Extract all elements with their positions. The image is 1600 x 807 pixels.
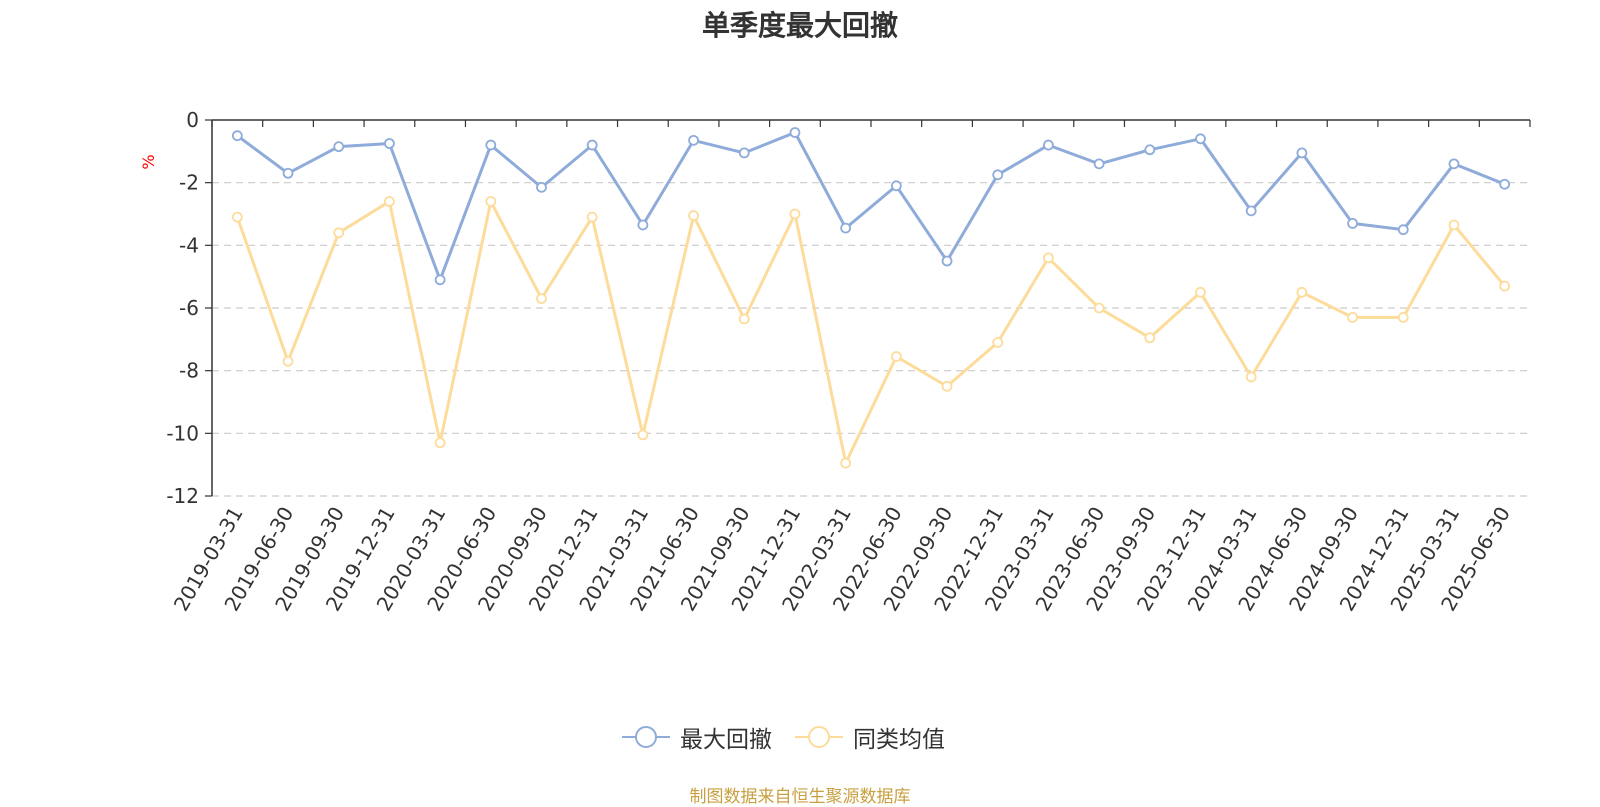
y-axis-unit-label: % [139, 154, 158, 169]
series-2-point [890, 351, 902, 362]
y-tick-label: 0 [186, 108, 199, 132]
y-tick-label: -12 [166, 484, 199, 508]
series-2-point [1245, 371, 1257, 383]
series-1-point [1093, 158, 1105, 170]
series-1-point [434, 274, 446, 286]
series-1-point [384, 138, 395, 149]
y-tick-label: -6 [179, 296, 199, 320]
y-tick-label: -10 [166, 421, 199, 445]
series-1-point [941, 255, 953, 267]
series-1-point [282, 167, 294, 179]
series-2-point [1448, 219, 1460, 231]
series-2-point [282, 355, 294, 367]
grid-lines [212, 182, 1530, 497]
chart-title: 单季度最大回撤 [701, 9, 898, 42]
series-2-point [1195, 286, 1206, 298]
series-2-point [1144, 332, 1156, 344]
y-tick-label: -8 [179, 359, 199, 383]
series-1-point [890, 180, 902, 192]
series-1-point [1043, 139, 1054, 151]
series-1-point [1397, 224, 1409, 236]
series-2-point [1499, 280, 1511, 292]
series-2-point [333, 227, 345, 239]
series-line-2 [235, 200, 1506, 465]
series-2-point [688, 210, 699, 221]
series-line-1 [236, 131, 1506, 282]
legend-line-circle-icon [795, 725, 843, 749]
series-2-point [1347, 311, 1358, 323]
legend-label: 同类均值 [853, 727, 945, 753]
axes [205, 119, 1531, 497]
series-2-point [738, 313, 750, 325]
series-1-point [637, 219, 649, 231]
x-tick-labels: 2019-03-312019-06-302019-09-302019-12-31… [169, 502, 1515, 615]
legend-item-series-2[interactable]: 同类均值 [795, 722, 945, 753]
legend-item-series-1[interactable]: 最大回撤 [622, 722, 772, 753]
series-1-point [1448, 158, 1460, 170]
series-1-point [231, 130, 243, 142]
series-1-point [1347, 217, 1358, 229]
series-2-point [434, 437, 446, 449]
series-1-point [1296, 147, 1308, 159]
series-1-point [992, 169, 1004, 181]
series-2-point [1093, 302, 1105, 314]
series-1-point [738, 147, 750, 159]
series-2-point [586, 211, 598, 223]
series-2-point [536, 293, 547, 305]
series-2-point [789, 208, 801, 220]
series-2-point [941, 380, 953, 392]
series-1-point [586, 139, 598, 151]
series-2-point [1296, 286, 1308, 298]
series-1-point [333, 141, 345, 153]
series-2-point [637, 429, 649, 441]
series-1-point [1499, 178, 1511, 190]
series-1-point [1245, 205, 1257, 217]
series-1-point [789, 127, 801, 138]
source-note: 制图数据来自恒生聚源数据库 [689, 787, 911, 807]
series-2-point [231, 211, 243, 223]
series-2-point [840, 457, 852, 469]
series-2-point [1043, 252, 1054, 264]
series-1-point [1144, 144, 1156, 156]
legend-line-circle-icon [622, 725, 670, 749]
series-1-point [840, 222, 852, 234]
series-2-point [1397, 311, 1409, 323]
y-tick-label: -4 [179, 233, 199, 257]
series-1-point [485, 139, 497, 151]
series-2-point [992, 337, 1004, 348]
legend-label: 最大回撤 [680, 727, 772, 753]
y-tick-labels: 0 -2 -4 -6 -8 -10 -12 [166, 108, 199, 508]
y-tick-label: -2 [179, 171, 199, 195]
series-lines [231, 127, 1511, 469]
series-1-point [1195, 133, 1206, 145]
series-1-point [688, 134, 699, 146]
series-1-point [536, 181, 547, 193]
series-2-point [384, 196, 395, 207]
series-2-point [485, 196, 497, 207]
